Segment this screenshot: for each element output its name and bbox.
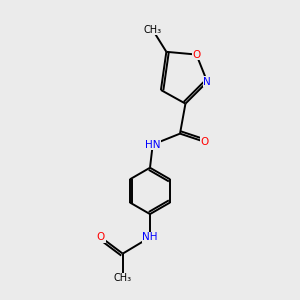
- Text: CH₃: CH₃: [114, 273, 132, 283]
- Text: N: N: [203, 77, 211, 87]
- Text: O: O: [192, 50, 200, 59]
- Text: O: O: [200, 137, 209, 147]
- Text: CH₃: CH₃: [144, 25, 162, 35]
- Text: NH: NH: [142, 232, 158, 242]
- Text: HN: HN: [145, 140, 161, 149]
- Text: O: O: [97, 232, 105, 242]
